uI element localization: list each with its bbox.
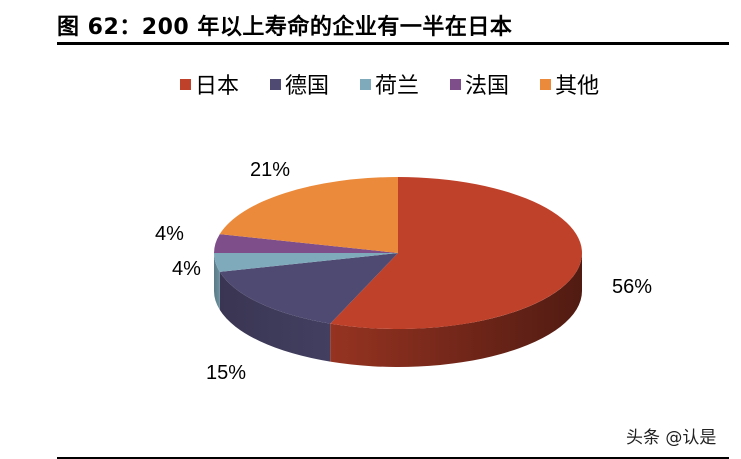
pie-side-1 (219, 271, 331, 362)
legend-swatch-germany (270, 78, 282, 90)
pie-side-2 (214, 253, 220, 310)
watermark: 头条 @认是 (626, 428, 717, 448)
legend-swatch-france (450, 78, 462, 90)
data-label-germany: 15% (206, 362, 247, 384)
legend-item-other: 其他 (540, 68, 599, 100)
data-label-japan: 56% (612, 276, 653, 298)
chart-legend: 日本 德国 荷兰 法国 其他 (180, 68, 630, 100)
legend-swatch-japan (180, 78, 191, 90)
pie-slice-3 (214, 234, 398, 253)
legend-label-other: 其他 (555, 74, 600, 99)
legend-item-netherlands: 荷兰 (360, 68, 419, 100)
legend-item-france: 法国 (450, 68, 509, 100)
legend-label-netherlands: 荷兰 (375, 74, 420, 99)
pie-slice-4 (219, 177, 398, 253)
legend-label-germany: 德国 (285, 74, 330, 99)
legend-label-france: 法国 (465, 74, 510, 99)
legend-swatch-other (540, 78, 552, 90)
title-divider (57, 42, 729, 45)
legend-swatch-netherlands (360, 78, 372, 90)
pie-slice-2 (214, 253, 398, 272)
pie-side-0 (330, 253, 582, 367)
legend-item-japan: 日本 (180, 68, 239, 100)
data-label-france: 4% (155, 223, 184, 245)
data-label-netherlands: 4% (172, 258, 201, 280)
legend-label-japan: 日本 (195, 74, 240, 99)
pie-slice-0 (330, 177, 582, 329)
pie-slice-1 (219, 253, 398, 324)
bottom-divider (57, 457, 729, 459)
legend-item-germany: 德国 (270, 68, 329, 100)
chart-title: 图 62：200 年以上寿命的企业有一半在日本 (57, 15, 513, 40)
data-label-other: 21% (250, 159, 291, 181)
